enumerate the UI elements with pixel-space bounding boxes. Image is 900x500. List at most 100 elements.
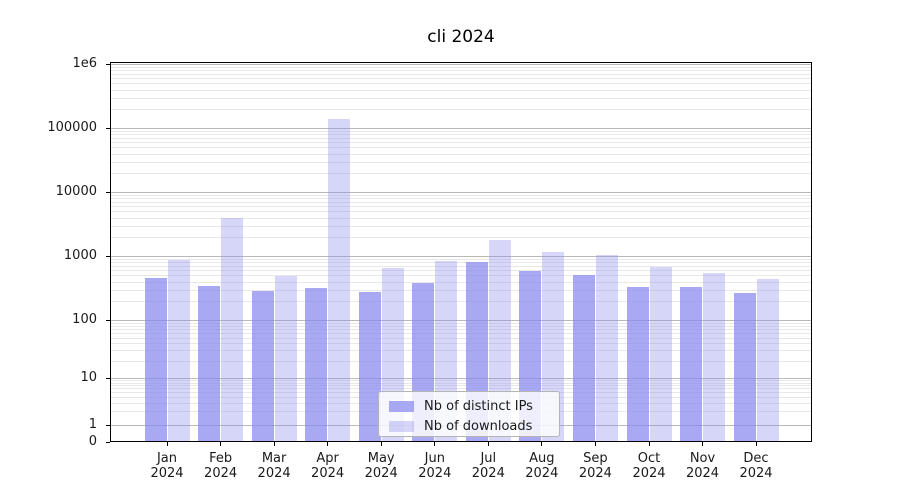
x-tick-label-may: May 2024 [349,451,413,481]
chart-title: cli 2024 [427,27,495,47]
gridline-major [110,320,812,321]
gridline-minor [110,325,812,327]
x-tick-year: 2024 [204,466,238,481]
x-tick-mark [594,442,596,446]
gridline-minor [110,300,812,302]
bar-oct-downloads [649,266,672,442]
x-tick-label-sep: Sep 2024 [563,451,627,481]
bar-sep-downloads [595,255,618,442]
x-tick-year: 2024 [578,466,612,481]
bar-feb-downloads [221,218,243,442]
x-tick-mark [166,442,168,446]
gridline-minor [110,236,812,238]
gridline-minor [110,83,812,85]
x-tick-mark [380,442,382,446]
x-tick-label-jan: Jan 2024 [135,451,199,481]
gridline-minor [110,380,812,382]
gridline-minor [110,134,812,136]
x-tick-label-apr: Apr 2024 [296,451,360,481]
x-tick-year: 2024 [525,466,559,481]
gridline-minor [110,70,812,72]
x-tick-label-jun: Jun 2024 [403,451,467,481]
bar-nov-distinct-ips [680,286,702,442]
gridline-minor [110,350,812,352]
x-tick-month: Jun [424,451,445,466]
x-tick-label-jul: Jul 2024 [456,451,520,481]
x-tick-label-dec: Dec 2024 [724,451,788,481]
gridline-major [110,192,812,193]
x-tick-label-feb: Feb 2024 [189,451,253,481]
x-tick-month: Oct [637,451,661,466]
x-tick-mark [702,442,703,446]
y-tick-mark [106,320,110,321]
x-tick-mark [755,442,757,446]
y-tick-label: 10000 [55,184,97,199]
gridline-minor [110,194,812,196]
legend-swatch-distinct-ips-icon [389,400,414,412]
x-tick-year: 2024 [632,466,666,481]
y-tick-label: 100 [72,312,97,327]
bar-dec-downloads [756,278,779,442]
bar-dec-distinct-ips [733,292,756,442]
x-tick-mark [327,442,329,446]
y-tick-mark [106,128,110,129]
legend-swatch-downloads-icon [389,420,414,432]
gridline-minor [110,281,812,283]
gridline-minor [110,332,812,334]
y-tick-mark [106,64,110,65]
gridline-minor [110,206,812,208]
legend-label-distinct-ips: Nb of distinct IPs [424,398,533,414]
x-tick-month: Dec [743,451,769,466]
gridline-minor [110,201,812,203]
gridline-minor [110,337,812,339]
gridline-major [110,378,812,379]
x-tick-month: Apr [316,451,339,466]
y-tick-mark [106,378,110,379]
y-tick-label: 1 [88,417,97,432]
x-tick-label-mar: Mar 2024 [242,451,306,481]
x-tick-month: Nov [689,451,716,466]
bar-apr-distinct-ips [305,288,328,442]
legend: Nb of distinct IPs Nb of downloads [378,391,560,437]
gridline-minor [110,130,812,132]
x-tick-month: Aug [529,451,555,466]
x-tick-month: Feb [209,451,233,466]
y-tick-mark [106,256,110,257]
x-tick-month: Sep [583,451,608,466]
bar-mar-downloads [274,276,297,442]
gridline-minor [110,329,812,330]
gridline-minor [110,73,812,75]
x-tick-label-oct: Oct 2024 [617,451,681,481]
gridline-major [110,256,812,257]
x-tick-year: 2024 [685,466,720,481]
gridline-minor [110,322,812,324]
gridline-minor [110,385,812,387]
x-tick-month: May [367,451,395,466]
x-tick-mark [434,442,436,446]
gridline-minor [110,388,812,390]
bar-mar-distinct-ips [251,290,274,442]
x-tick-month: Jul [480,451,497,466]
x-tick-month: Mar [261,451,287,466]
gridline-minor [110,66,812,68]
x-tick-year: 2024 [257,466,291,481]
gridline-minor [110,217,812,219]
plot-area [110,62,812,442]
bar-jan-downloads [167,260,190,442]
gridline-minor [110,89,812,91]
gridline-major [110,128,812,129]
gridline-minor [110,382,812,384]
x-tick-month: Jan [156,451,178,466]
x-tick-mark [648,442,650,446]
gridline-minor [110,78,812,80]
bar-sep-distinct-ips [572,275,595,442]
x-tick-mark [541,442,543,446]
gridline-minor [110,343,812,345]
x-tick-year: 2024 [739,466,773,481]
x-tick-label-aug: Aug 2024 [510,451,574,481]
gridline-minor [110,270,812,272]
gridline-major [110,64,812,65]
legend-item-distinct-ips: Nb of distinct IPs [389,397,559,415]
gridline-minor [110,211,812,213]
